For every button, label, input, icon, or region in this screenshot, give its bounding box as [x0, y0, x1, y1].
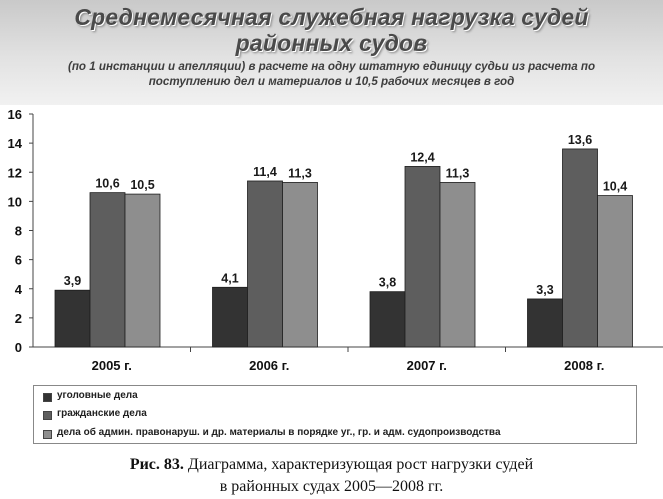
data-label: 4,1 — [221, 271, 238, 285]
figure-caption-line-2: в районных судах 2005—2008 гг. — [219, 478, 444, 495]
bar — [404, 166, 441, 348]
y-tick-label: 14 — [8, 136, 23, 151]
data-label: 11,4 — [253, 165, 277, 179]
y-tick-label: 4 — [15, 282, 23, 297]
bar-chart: 0 2 4 6 8 10 12 14 16 2005 г. 3,9 10,6 10,5 2006 г. 4,… — [8, 107, 663, 373]
chart-header: Среднемесячная служебная нагрузка судей … — [0, 0, 663, 105]
legend-swatch-civil — [43, 411, 52, 420]
chart-subtitle-line-1: (по 1 инстанции и апелляции) в расчете н… — [67, 60, 596, 73]
legend-label-administrative: дела об админ. правонаруш. и др. материа… — [57, 427, 501, 438]
bar — [124, 193, 161, 348]
x-tick-label: 2008 г. — [564, 358, 604, 373]
figure-label: Рис. 83. — [129, 456, 184, 473]
chart-subtitle-line-2: поступлению дел и материалов и 10,5 рабо… — [148, 75, 515, 88]
figure-caption-line-1: Рис. 83. Диаграмма, характеризующая рост… — [0, 454, 663, 475]
bar — [247, 180, 283, 348]
bar — [439, 182, 476, 348]
data-label: 13,6 — [568, 133, 592, 147]
data-label: 10,4 — [603, 180, 627, 194]
bar — [89, 192, 126, 348]
bar — [562, 148, 598, 348]
data-label: 11,3 — [446, 166, 470, 180]
legend-swatch-administrative — [43, 430, 52, 439]
data-label: 12,4 — [410, 150, 434, 164]
figure-caption-text: Диаграмма, характеризующая рост нагрузки… — [183, 456, 534, 473]
data-label: 3,3 — [536, 283, 553, 297]
bar — [282, 182, 318, 348]
data-label: 10,6 — [95, 177, 119, 191]
bar — [212, 286, 248, 348]
chart-title-line-1: Среднемесячная служебная нагрузка судей — [74, 4, 589, 30]
y-tick-label: 2 — [15, 311, 22, 326]
bar — [54, 289, 91, 348]
bar — [527, 298, 563, 348]
x-tick-label: 2006 г. — [249, 358, 289, 373]
data-label: 11,3 — [288, 166, 312, 180]
x-tick-label: 2005 г. — [92, 358, 132, 373]
x-tick-label: 2007 г. — [407, 358, 447, 373]
legend-label-civil: гражданские дела — [57, 408, 147, 419]
y-tick-label: 6 — [15, 253, 22, 268]
chart-legend: уголовные дела гражданские дела дела об … — [33, 385, 637, 444]
y-tick-label: 16 — [8, 107, 22, 122]
data-label: 3,8 — [379, 276, 396, 290]
bar — [597, 195, 633, 348]
y-tick-label: 0 — [15, 340, 22, 355]
bar — [369, 291, 406, 348]
y-tick-label: 12 — [8, 165, 22, 180]
data-label: 10,5 — [130, 178, 154, 192]
legend-swatch-criminal — [43, 393, 52, 402]
data-label: 3,9 — [64, 274, 81, 288]
y-tick-label: 8 — [15, 224, 22, 239]
chart-title-line-2: районных судов — [235, 30, 428, 56]
y-tick-label: 10 — [8, 194, 22, 209]
legend-label-criminal: уголовные дела — [57, 390, 138, 401]
